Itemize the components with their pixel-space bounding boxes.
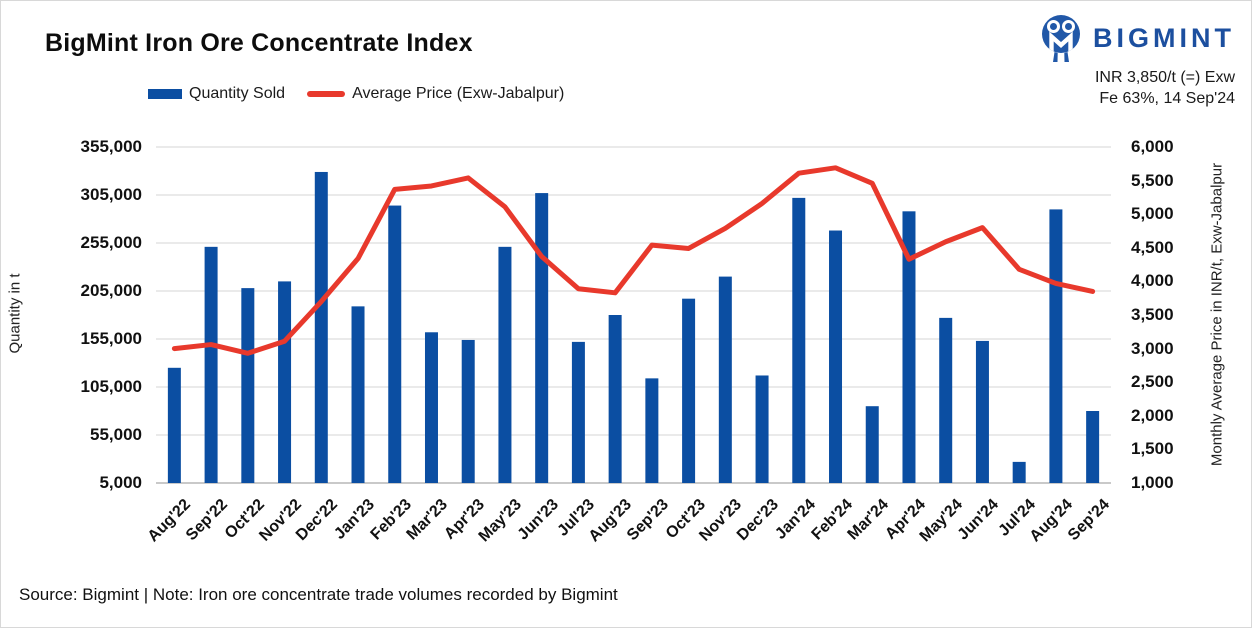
quantity-bar <box>241 288 255 483</box>
quantity-bar <box>975 340 989 483</box>
y-tick-label-right: 3,500 <box>1131 305 1174 324</box>
quantity-bar <box>755 375 769 483</box>
y-tick-label-left: 155,000 <box>80 329 142 348</box>
y-tick-label-right: 6,000 <box>1131 137 1174 156</box>
y-tick-label-right: 3,000 <box>1131 338 1174 358</box>
brand-name: BIGMINT <box>1093 22 1235 53</box>
quantity-bar <box>902 211 916 483</box>
bigmint-people-logo-icon <box>1039 13 1083 63</box>
quantity-bar <box>424 332 438 483</box>
legend-item-price: Average Price (Exw-Jabalpur) <box>307 85 564 103</box>
legend-line-swatch <box>307 91 346 97</box>
source-note: Source: Bigmint | Note: Iron ore concent… <box>19 585 618 604</box>
quantity-bar <box>278 281 292 483</box>
y-tick-label-right: 4,500 <box>1131 237 1174 257</box>
quantity-bar <box>829 230 843 483</box>
quantity-bar <box>1086 411 1100 483</box>
price-note-line1: INR 3,850/t (=) Exw <box>1094 69 1235 86</box>
quantity-bar <box>939 317 953 483</box>
quantity-bar <box>571 341 585 483</box>
legend-label-price: Average Price (Exw-Jabalpur) <box>352 85 565 102</box>
y-tick-label-left: 205,000 <box>80 281 142 300</box>
quantity-bar <box>1012 461 1026 483</box>
quantity-bar <box>351 306 365 483</box>
quantity-bar <box>388 205 402 483</box>
bigmint-brand: BIGMINT <box>1039 13 1235 63</box>
quantity-bar <box>645 378 659 483</box>
quantity-bar <box>167 367 181 483</box>
price-note-line2: Fe 63%, 14 Sep'24 <box>1099 90 1235 107</box>
y-tick-label-right: 5,000 <box>1131 204 1174 224</box>
quantity-bar <box>498 246 512 483</box>
quantity-bar <box>792 197 806 483</box>
page-title: BigMint Iron Ore Concentrate Index <box>45 29 473 57</box>
price-note: INR 3,850/t (=) Exw Fe 63%, 14 Sep'24 <box>1095 67 1235 109</box>
quantity-bar <box>535 193 549 483</box>
quantity-bar <box>865 406 879 483</box>
y-tick-label-right: 1,500 <box>1131 439 1174 459</box>
quantity-bar <box>608 315 622 483</box>
quantity-bar <box>682 298 696 483</box>
y-tick-label-left: 305,000 <box>80 185 142 204</box>
y-tick-label-right: 1,000 <box>1131 473 1174 492</box>
y-tick-label-right: 4,000 <box>1131 271 1174 291</box>
y-tick-label-left: 255,000 <box>80 233 142 252</box>
y-tick-label-right: 2,000 <box>1131 405 1174 425</box>
y-tick-label-left: 5,000 <box>99 473 142 492</box>
quantity-bar <box>204 246 218 483</box>
quantity-bar <box>314 171 328 483</box>
y-tick-label-left: 55,000 <box>90 425 142 444</box>
price-line <box>171 165 1096 356</box>
legend-bar-swatch <box>148 89 182 99</box>
quantity-bar <box>1049 209 1063 483</box>
y-tick-label-right: 5,500 <box>1131 170 1174 190</box>
legend-item-quantity: Quantity Sold <box>148 85 285 103</box>
y-tick-label-left: 355,000 <box>80 137 142 156</box>
quantity-bar <box>718 276 732 483</box>
right-axis-title: Monthly Average Price in INR/t, Exw-Jaba… <box>1208 162 1226 467</box>
chart-legend: Quantity Sold Average Price (Exw-Jabalpu… <box>148 85 564 103</box>
y-tick-label-left: 105,000 <box>80 377 142 396</box>
legend-label-quantity: Quantity Sold <box>189 85 286 102</box>
quantity-bar <box>461 339 475 483</box>
left-axis-title: Quantity in t <box>6 273 24 354</box>
y-tick-label-right: 2,500 <box>1131 372 1174 392</box>
